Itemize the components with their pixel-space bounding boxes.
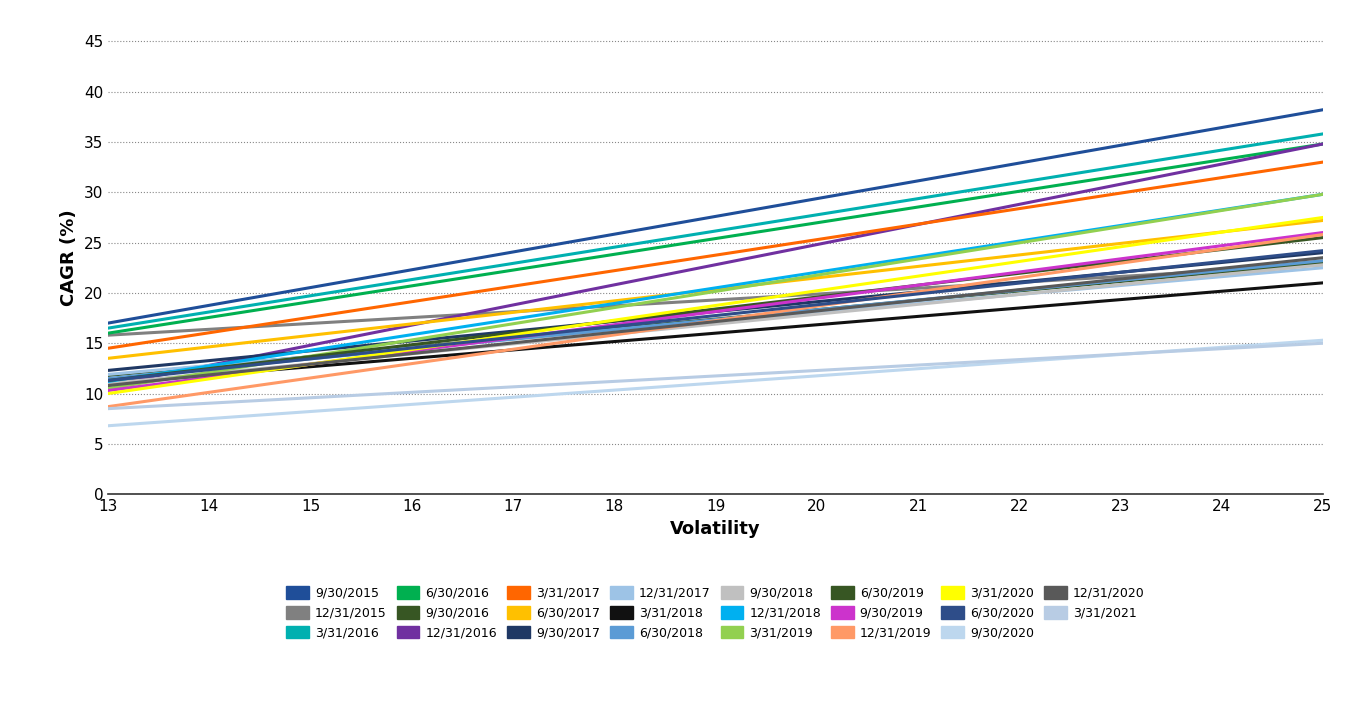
X-axis label: Volatility: Volatility <box>670 520 761 537</box>
Legend: 9/30/2015, 12/31/2015, 3/31/2016, 6/30/2016, 9/30/2016, 12/31/2016, 3/31/2017, 6: 9/30/2015, 12/31/2015, 3/31/2016, 6/30/2… <box>281 581 1150 645</box>
Y-axis label: CAGR (%): CAGR (%) <box>61 210 78 306</box>
